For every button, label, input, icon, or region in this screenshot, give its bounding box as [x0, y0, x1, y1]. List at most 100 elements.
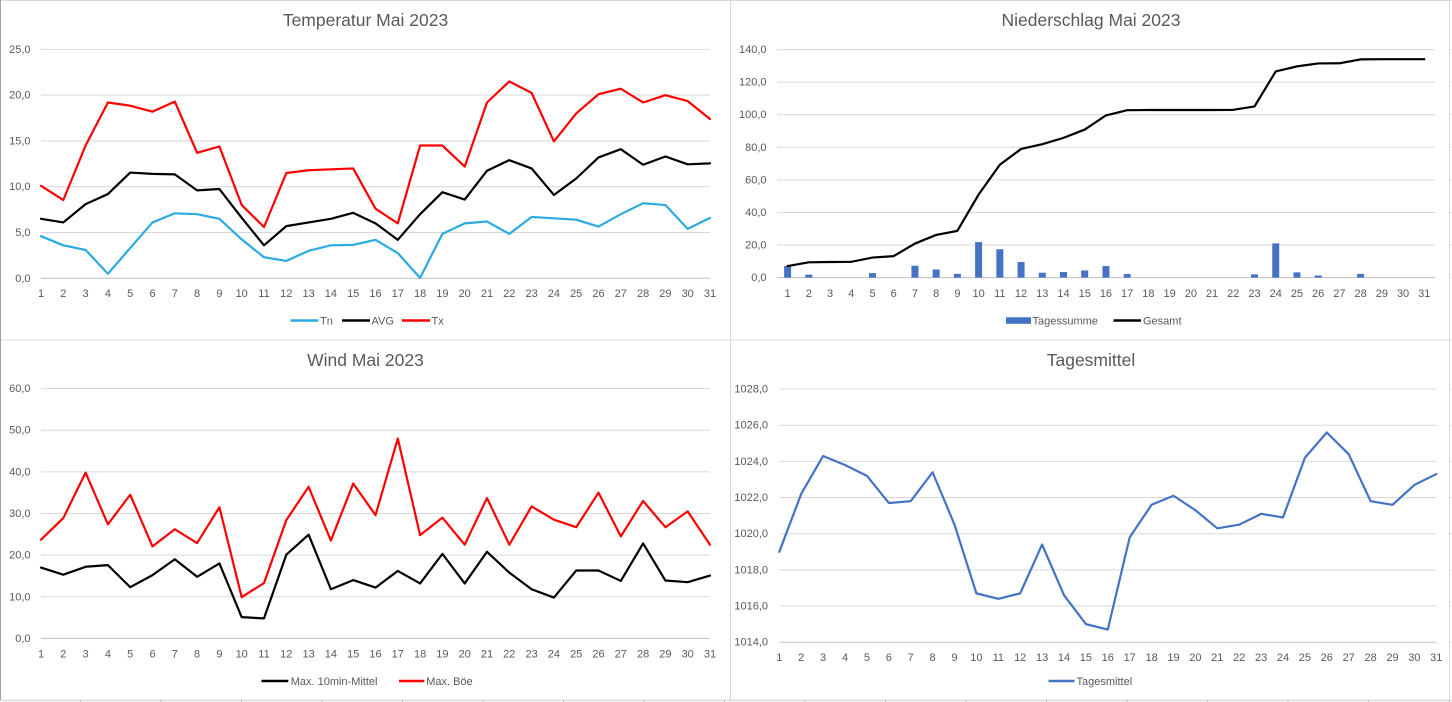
svg-text:1024,0: 1024,0 — [734, 456, 768, 468]
svg-text:12: 12 — [280, 288, 292, 300]
svg-text:6: 6 — [149, 288, 155, 300]
svg-text:1: 1 — [785, 288, 791, 300]
svg-text:0,0: 0,0 — [15, 633, 30, 645]
svg-text:3: 3 — [83, 288, 89, 300]
svg-text:30: 30 — [1408, 652, 1420, 664]
svg-text:14: 14 — [1058, 652, 1070, 664]
svg-text:10: 10 — [972, 288, 984, 300]
svg-text:100,0: 100,0 — [739, 109, 767, 121]
svg-text:1026,0: 1026,0 — [734, 420, 768, 432]
svg-text:9: 9 — [954, 288, 960, 300]
svg-text:1014,0: 1014,0 — [734, 637, 768, 649]
svg-text:0,0: 0,0 — [751, 272, 766, 284]
svg-text:11: 11 — [993, 652, 1004, 664]
svg-text:22: 22 — [503, 288, 515, 300]
svg-text:25: 25 — [570, 649, 582, 661]
svg-text:4: 4 — [848, 288, 854, 300]
svg-text:11: 11 — [258, 649, 269, 661]
svg-text:27: 27 — [615, 288, 627, 300]
svg-text:10: 10 — [970, 652, 982, 664]
svg-text:29: 29 — [1386, 652, 1398, 664]
svg-text:0,0: 0,0 — [15, 273, 30, 285]
svg-text:17: 17 — [392, 288, 404, 300]
svg-text:16: 16 — [1102, 652, 1114, 664]
svg-text:15: 15 — [347, 288, 359, 300]
svg-text:1: 1 — [38, 288, 44, 300]
svg-text:10: 10 — [236, 649, 248, 661]
svg-text:25: 25 — [1291, 288, 1303, 300]
svg-text:30: 30 — [682, 649, 694, 661]
svg-text:50,0: 50,0 — [9, 425, 30, 437]
svg-text:29: 29 — [659, 649, 671, 661]
svg-text:29: 29 — [659, 288, 671, 300]
svg-text:140,0: 140,0 — [739, 44, 767, 56]
svg-text:Tagessumme: Tagessumme — [1033, 316, 1098, 328]
svg-text:19: 19 — [1167, 652, 1179, 664]
svg-text:4: 4 — [105, 649, 111, 661]
svg-text:Temperatur Mai 2023: Temperatur Mai 2023 — [283, 10, 448, 30]
svg-text:8: 8 — [930, 652, 936, 664]
svg-text:7: 7 — [908, 652, 914, 664]
svg-text:15: 15 — [347, 649, 359, 661]
svg-text:13: 13 — [1036, 288, 1048, 300]
svg-text:15: 15 — [1079, 288, 1091, 300]
svg-text:9: 9 — [216, 649, 222, 661]
svg-text:40,0: 40,0 — [745, 207, 766, 219]
svg-text:28: 28 — [637, 288, 649, 300]
svg-text:30,0: 30,0 — [9, 508, 30, 520]
svg-text:2: 2 — [60, 288, 66, 300]
svg-text:31: 31 — [1430, 652, 1442, 664]
svg-text:31: 31 — [704, 288, 716, 300]
svg-text:17: 17 — [1121, 288, 1133, 300]
svg-text:24: 24 — [1270, 288, 1282, 300]
svg-text:18: 18 — [1142, 288, 1154, 300]
svg-text:13: 13 — [302, 649, 314, 661]
svg-text:20: 20 — [1189, 652, 1201, 664]
svg-text:19: 19 — [1163, 288, 1175, 300]
svg-text:2: 2 — [60, 649, 66, 661]
svg-text:9: 9 — [951, 652, 957, 664]
svg-text:21: 21 — [481, 649, 493, 661]
svg-text:23: 23 — [525, 649, 537, 661]
svg-text:1022,0: 1022,0 — [734, 492, 768, 504]
svg-text:22: 22 — [1227, 288, 1239, 300]
svg-text:6: 6 — [886, 652, 892, 664]
svg-text:21: 21 — [481, 288, 493, 300]
svg-text:18: 18 — [414, 288, 426, 300]
svg-text:1: 1 — [38, 649, 44, 661]
svg-text:1020,0: 1020,0 — [734, 528, 768, 540]
svg-text:18: 18 — [414, 649, 426, 661]
svg-text:1018,0: 1018,0 — [734, 564, 768, 576]
svg-text:26: 26 — [592, 288, 604, 300]
svg-text:23: 23 — [525, 288, 537, 300]
svg-text:Tagesmittel: Tagesmittel — [1047, 350, 1136, 370]
svg-text:20: 20 — [459, 649, 471, 661]
svg-text:19: 19 — [436, 288, 448, 300]
svg-text:7: 7 — [912, 288, 918, 300]
svg-text:7: 7 — [172, 288, 178, 300]
svg-text:12: 12 — [1015, 288, 1027, 300]
svg-text:26: 26 — [1321, 652, 1333, 664]
svg-text:6: 6 — [891, 288, 897, 300]
svg-text:5,0: 5,0 — [15, 227, 30, 239]
svg-text:24: 24 — [1277, 652, 1289, 664]
svg-text:7: 7 — [172, 649, 178, 661]
svg-text:Gesamt: Gesamt — [1143, 316, 1182, 328]
svg-text:15: 15 — [1080, 652, 1092, 664]
svg-text:120,0: 120,0 — [739, 77, 767, 89]
svg-text:15,0: 15,0 — [9, 135, 30, 147]
svg-text:22: 22 — [503, 649, 515, 661]
svg-text:AVG: AVG — [372, 316, 394, 328]
svg-text:20: 20 — [1185, 288, 1197, 300]
svg-text:27: 27 — [1333, 288, 1345, 300]
svg-text:27: 27 — [1343, 652, 1355, 664]
svg-text:30: 30 — [1397, 288, 1409, 300]
svg-text:2: 2 — [806, 288, 812, 300]
svg-text:28: 28 — [637, 649, 649, 661]
svg-text:13: 13 — [1036, 652, 1048, 664]
svg-text:25: 25 — [570, 288, 582, 300]
svg-text:Wind Mai 2023: Wind Mai 2023 — [307, 350, 424, 370]
svg-text:27: 27 — [615, 649, 627, 661]
svg-text:9: 9 — [216, 288, 222, 300]
svg-text:24: 24 — [548, 649, 560, 661]
